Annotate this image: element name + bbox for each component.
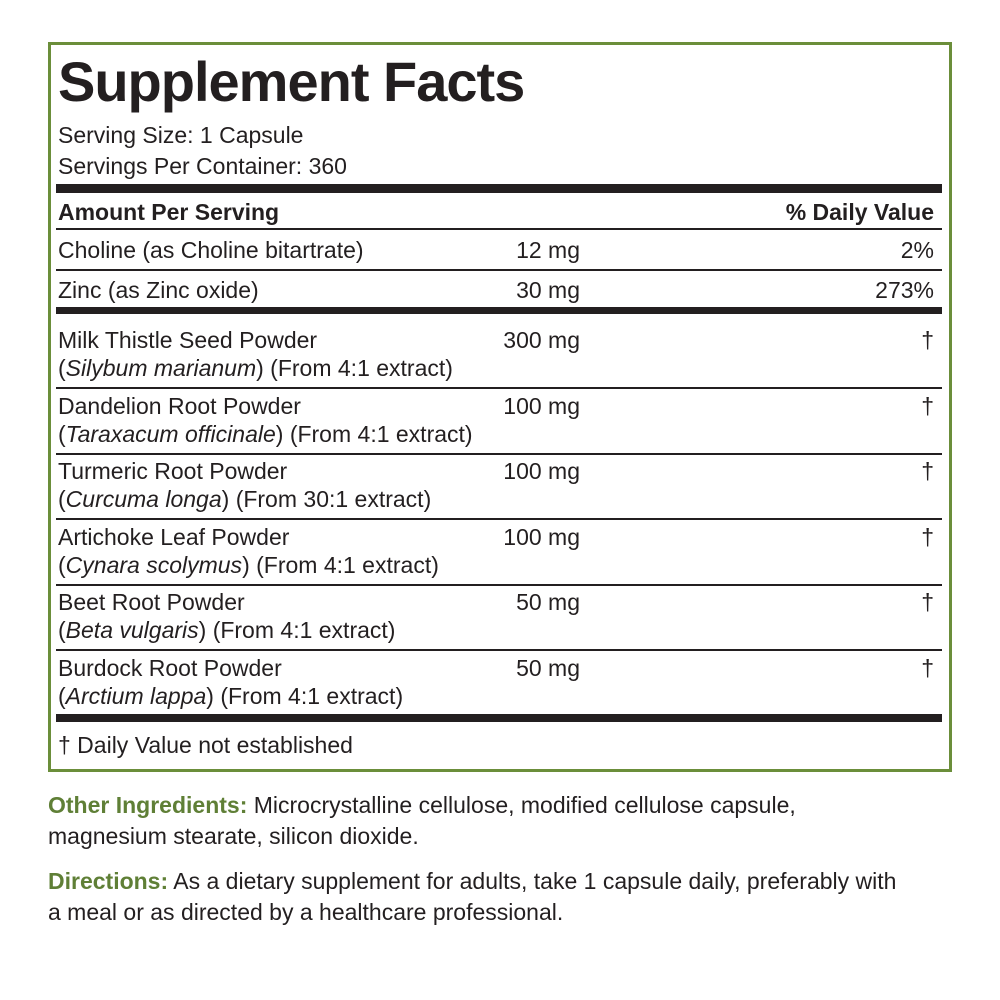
ingredient-name: Milk Thistle Seed Powder (58, 327, 318, 353)
serving-size: Serving Size: 1 Capsule (58, 122, 304, 148)
detail-part: Beta vulgaris (65, 617, 199, 643)
ingredient-dv: † (921, 392, 934, 419)
footnote: † Daily Value not established (58, 732, 353, 758)
nutrient-amount: 12 mg (516, 237, 580, 263)
rule (56, 452, 942, 455)
thick-rule (56, 307, 942, 314)
detail-part: ) (From 4:1 extract) (198, 617, 396, 643)
detail-part: ( (58, 551, 66, 578)
ingredient-dv: † (921, 458, 934, 484)
rule (56, 583, 942, 586)
detail-part: ) (From 4:1 extract) (275, 420, 473, 447)
other-label: Other Ingredients: (48, 792, 248, 818)
detail-part: ) (From 4:1 extract) (242, 551, 439, 578)
nutrient-name: Zinc (as Zinc oxide) (58, 277, 259, 303)
detail-part: ) (From 4:1 extract) (206, 682, 404, 709)
detail-part: ) (From 30:1 extract) (221, 486, 432, 512)
ingredient-detail: (Silybum marianum) (From 4:1 extract) (58, 354, 453, 382)
ingredient-amount: 100 mg (503, 392, 580, 419)
ingredient-dv: † (921, 589, 934, 615)
ingredient-detail: (Arctium lappa) (From 4:1 extract) (58, 682, 403, 710)
facts-box (48, 42, 952, 772)
directions: Directions: As a dietary supplement for … (48, 866, 908, 928)
ingredient-name: Beet Root Powder (58, 589, 245, 615)
detail-part: ) (From 4:1 extract) (256, 355, 453, 381)
other-ingredients: Other Ingredients: Microcrystalline cell… (48, 790, 908, 852)
nutrient-dv: 2% (900, 237, 934, 263)
ingredient-dv: † (921, 654, 934, 681)
rule (56, 228, 942, 230)
nutrient-dv: 273% (875, 277, 934, 303)
rule (56, 518, 942, 520)
detail-part: Cynara scolymus (65, 551, 243, 578)
ingredient-detail: (Curcuma longa) (From 30:1 extract) (58, 485, 431, 513)
ingredient-name: Artichoke Leaf Powder (58, 523, 290, 550)
nutrient-name: Choline (as Choline bitartrate) (58, 237, 364, 263)
detail-part: Taraxacum officinale (65, 420, 276, 447)
ingredient-amount: 300 mg (503, 327, 580, 353)
title: Supplement Facts (58, 50, 525, 113)
header-dv: % Daily Value (785, 199, 934, 225)
header-amount: Amount Per Serving (58, 199, 280, 225)
rule (56, 649, 942, 651)
ingredient-amount: 50 mg (516, 589, 580, 615)
thick-rule (56, 184, 942, 193)
ingredient-name: Dandelion Root Powder (58, 392, 301, 419)
nutrient-amount: 30 mg (516, 277, 580, 303)
detail-part: ( (58, 420, 66, 447)
ingredient-amount: 100 mg (503, 523, 580, 550)
ingredient-name: Burdock Root Powder (58, 654, 282, 681)
detail-part: Curcuma longa (65, 486, 222, 512)
detail-part: ( (58, 617, 66, 643)
ingredient-detail: (Cynara scolymus) (From 4:1 extract) (58, 551, 439, 579)
ingredient-detail: (Beta vulgaris) (From 4:1 extract) (58, 616, 395, 644)
servings-per-container: Servings Per Container: 360 (58, 153, 347, 179)
thick-rule (56, 714, 942, 722)
detail-part: Silybum marianum (65, 355, 257, 381)
detail-part: ( (58, 486, 66, 512)
directions-text: As a dietary supplement for adults, take… (48, 868, 897, 925)
detail-part: Arctium lappa (65, 682, 207, 709)
ingredient-dv: † (921, 523, 934, 550)
detail-part: ( (58, 355, 66, 381)
rule (56, 387, 942, 389)
ingredient-amount: 50 mg (516, 654, 580, 681)
ingredient-name: Turmeric Root Powder (58, 458, 288, 484)
ingredient-detail: (Taraxacum officinale) (From 4:1 extract… (58, 420, 473, 448)
detail-part: ( (58, 682, 66, 709)
other-text: Microcrystalline cellulose, modified cel… (48, 792, 796, 849)
ingredient-dv: † (921, 327, 934, 353)
directions-label: Directions: (48, 868, 169, 894)
rule (56, 269, 942, 271)
ingredient-amount: 100 mg (503, 458, 580, 484)
